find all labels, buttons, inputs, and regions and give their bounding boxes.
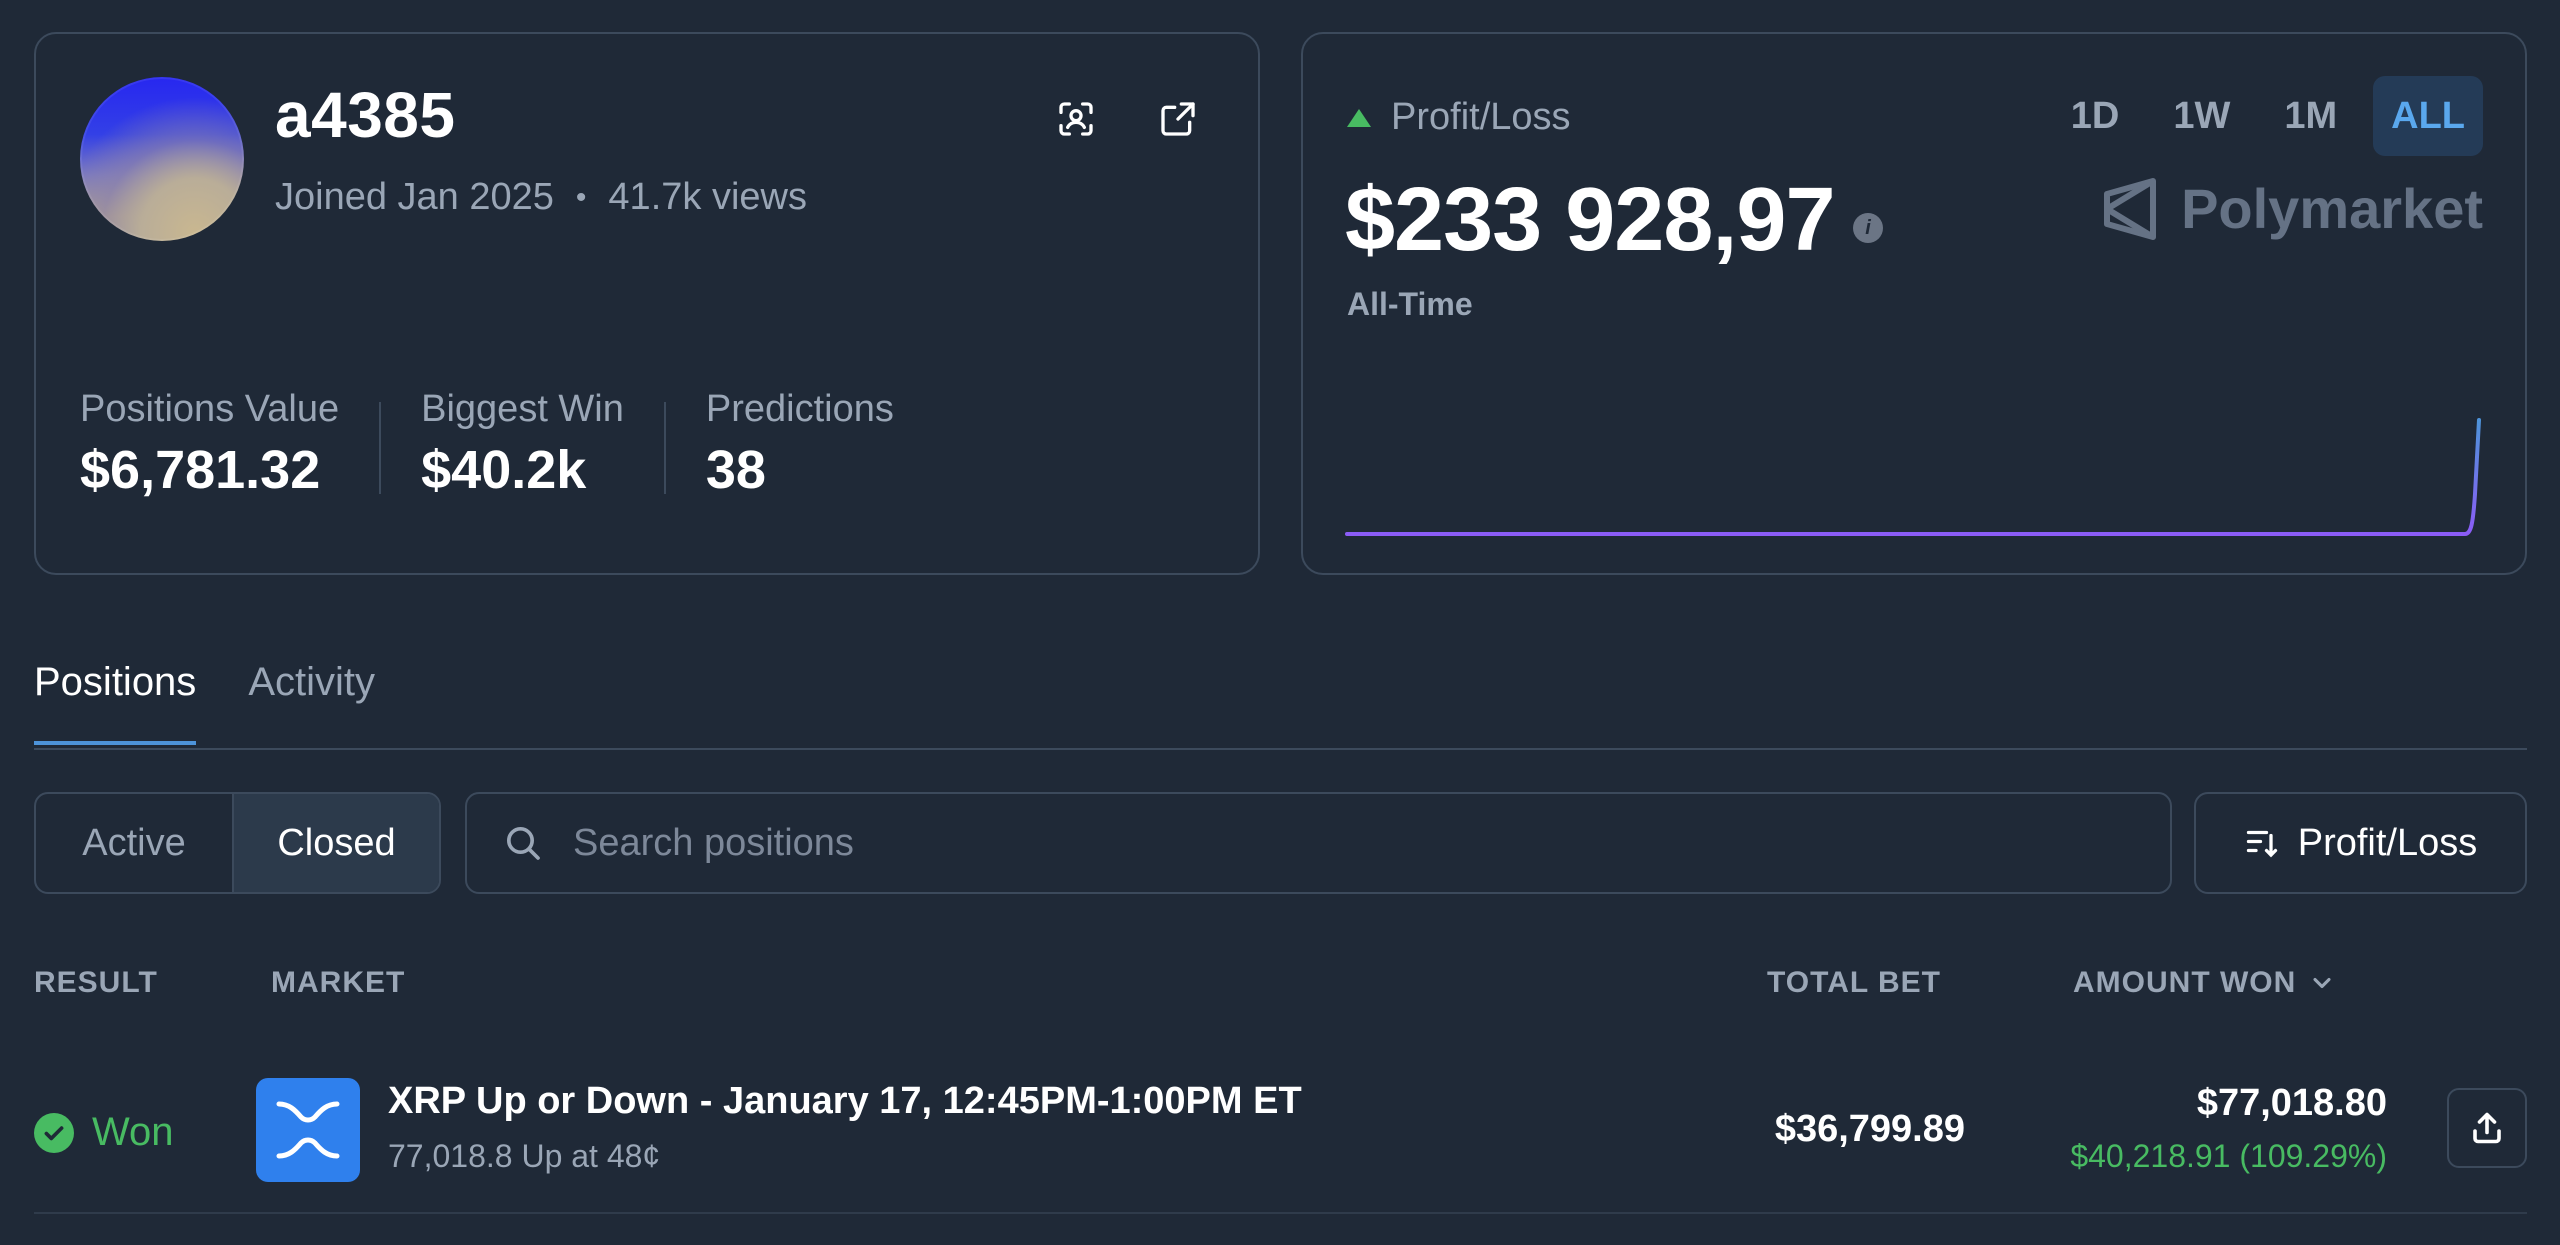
search-icon [507, 827, 540, 860]
xrp-logo-icon [256, 1078, 360, 1182]
share-button[interactable] [2447, 1088, 2527, 1168]
total-bet: $36,799.89 [1774, 1108, 1965, 1150]
amount-gain: $40,218.91 (109.29%) [2070, 1138, 2387, 1174]
share-icon [2473, 1112, 2501, 1144]
info-icon[interactable]: i [1852, 212, 1883, 243]
sort-button[interactable]: Profit/Loss [2194, 792, 2527, 894]
segment-active[interactable]: Active [36, 794, 234, 892]
pnl-line [1345, 418, 2481, 536]
header-market: MARKET [271, 966, 406, 999]
range-selector: 1D 1W 1M ALL [2053, 76, 2483, 156]
avatar [80, 77, 244, 241]
separator-dot: • [575, 180, 587, 214]
header-amount-won[interactable]: AMOUNT WON [2073, 966, 2336, 1000]
joined-date: Joined Jan 2025 [275, 176, 554, 218]
pnl-label-text: Profit/Loss [1391, 96, 1571, 138]
stat-label: Biggest Win [421, 388, 624, 430]
status-toggle: Active Closed [34, 792, 441, 894]
chevron-down-icon [2313, 977, 2331, 989]
range-1d[interactable]: 1D [2070, 95, 2120, 137]
profile-card: a4385 Joined Jan 2025 • 41.7k views Posi… [34, 32, 1260, 575]
brand-name: Polymarket [2181, 177, 2483, 240]
pnl-label: Profit/Loss [1347, 96, 1571, 139]
profile-stats: Positions Value $6,781.32 Biggest Win $4… [80, 388, 974, 500]
tab-positions[interactable]: Positions [34, 660, 197, 745]
header-amount-won-label: AMOUNT WON [2073, 966, 2297, 999]
market-title[interactable]: XRP Up or Down - January 17, 12:45PM-1:0… [388, 1080, 1302, 1122]
market-position: 77,018.8 Up at 48¢ [388, 1138, 661, 1174]
stat-predictions: Predictions 38 [706, 388, 934, 500]
result-badge: Won [34, 1110, 174, 1155]
range-all[interactable]: ALL [2373, 76, 2483, 156]
pnl-card: Profit/Loss 1D 1W 1M ALL $233 928,97 i P… [1301, 32, 2527, 575]
tab-activity[interactable]: Activity [248, 660, 375, 704]
username: a4385 [275, 79, 456, 151]
range-1w[interactable]: 1W [2173, 95, 2231, 137]
tab-bar: Positions Activity [34, 660, 375, 745]
pnl-amount: $233 928,97 [1345, 170, 1835, 270]
view-count: 41.7k views [608, 176, 807, 218]
stat-value: $6,781.32 [80, 440, 321, 500]
table-row[interactable]: Won XRP Up or Down - January 17, 12:45PM… [34, 1060, 2527, 1214]
segment-closed[interactable]: Closed [234, 794, 439, 892]
scan-icon[interactable] [1048, 91, 1104, 147]
stat-value: 38 [705, 440, 766, 500]
pnl-value: $233 928,97 i [1345, 169, 1883, 272]
stat-value: $40.2k [421, 440, 587, 500]
stat-biggest-win: Biggest Win $40.2k [421, 388, 666, 500]
period-label: All-Time [1347, 286, 1473, 322]
triangle-up-icon [1347, 108, 1371, 127]
range-1m[interactable]: 1M [2284, 95, 2338, 137]
search-box [465, 792, 2172, 894]
stat-label: Positions Value [80, 388, 340, 430]
stat-label: Predictions [705, 388, 894, 430]
search-input[interactable] [571, 820, 2075, 866]
external-link-icon[interactable] [1150, 91, 1206, 147]
stat-positions-value: Positions Value $6,781.32 [80, 388, 382, 500]
pnl-sparkline [1345, 418, 2481, 536]
header-result: RESULT [34, 966, 158, 999]
polymarket-logo-icon [2104, 177, 2157, 240]
check-circle-icon [34, 1112, 74, 1153]
result-label: Won [92, 1110, 174, 1154]
tab-divider [34, 748, 2527, 750]
sort-icon [2246, 830, 2277, 858]
sort-label: Profit/Loss [2297, 821, 2478, 864]
polymarket-logo: Polymarket [2101, 176, 2483, 241]
amount-won: $77,018.80 [2196, 1082, 2387, 1124]
profile-meta: Joined Jan 2025 • 41.7k views [275, 176, 807, 219]
header-total-bet[interactable]: TOTAL BET [1767, 966, 1941, 999]
